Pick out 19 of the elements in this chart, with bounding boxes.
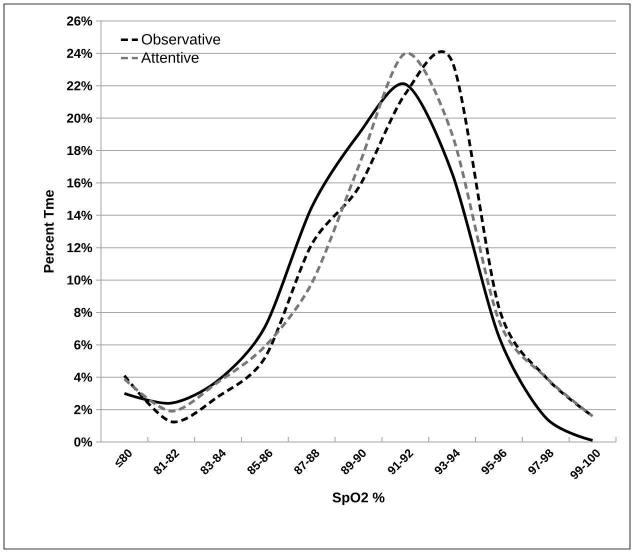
y-tick-label: 10% xyxy=(67,275,92,285)
y-tick-label: 20% xyxy=(67,114,92,123)
y-tick-label: 26% xyxy=(67,16,92,26)
y-axis-title: Percent Tme xyxy=(44,190,54,272)
x-axis-title: SpO2 % xyxy=(332,492,384,506)
y-tick-label: 14% xyxy=(67,210,92,220)
y-tick-label: 0% xyxy=(74,437,92,447)
y-tick-label: 16% xyxy=(67,178,92,188)
legend-label: Observative xyxy=(142,34,220,45)
y-tick-label: 8% xyxy=(74,308,92,318)
y-tick-label: 4% xyxy=(74,372,92,382)
y-tick-label: 22% xyxy=(67,81,92,90)
y-tick-label: 24% xyxy=(67,48,92,58)
x-tick-label: ≤80 xyxy=(115,449,132,468)
legend-label: Attentive xyxy=(141,52,199,63)
y-tick-label: 12% xyxy=(67,243,92,252)
y-tick-label: 18% xyxy=(67,146,92,156)
y-tick-label: 2% xyxy=(74,405,92,414)
y-tick-label: 6% xyxy=(74,340,92,350)
